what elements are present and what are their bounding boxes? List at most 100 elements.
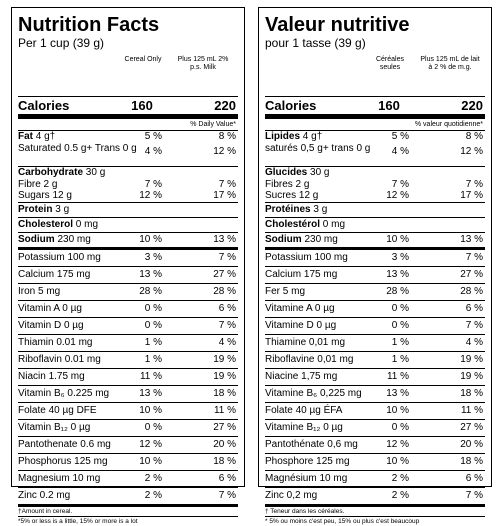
micronutrient-cereal-percent: 0 % [391,320,409,331]
micronutrient-label: Vitamine A 0 µg [265,303,335,314]
micronutrient-row: Magnesium 10 mg 2 % 6 % [18,470,238,487]
footnote-amount: †Amount in cereal. [18,504,238,516]
trans-label: + Trans 0 g [86,143,137,154]
micronutrient-row: Vitamin B₁₂ 0 µg 0 % 27 % [18,419,238,436]
fat-label: Lipides 4 g† [265,131,323,142]
micronutrient-label: Riboflavine 0,01 mg [265,354,354,365]
sugars-cereal-percent: 12 % [386,190,409,201]
nutrition-facts-panel-en: Nutrition Facts Per 1 cup (39 g) Cereal On… [11,7,245,525]
fat-milk-percent: 8 % [218,131,236,142]
micronutrient-milk-percent: 18 % [213,388,236,399]
micronutrient-milk-percent: 7 % [465,490,483,501]
micronutrient-row: Zinc 0,2 mg 2 % 7 % [265,487,485,504]
micronutrient-cereal-percent: 28 % [386,286,409,297]
fat-cereal-percent: 5 % [144,131,162,142]
sodium-milk-percent: 13 % [460,234,483,245]
micronutrient-label: Phosphore 125 mg [265,456,350,467]
micronutrient-milk-percent: 4 % [218,337,236,348]
micronutrient-milk-percent: 7 % [218,320,236,331]
micronutrient-milk-percent: 7 % [465,320,483,331]
fibre-milk-percent: 7 % [218,179,236,190]
micronutrient-cereal-percent: 10 % [386,405,409,416]
saturated-label: saturés 0,5 g [265,143,323,154]
column-header-cereal: Cereal Only [124,56,162,63]
micronutrient-cereal-percent: 10 % [386,456,409,467]
micronutrient-row: Vitamine B₁₂ 0 µg 0 % 27 % [265,419,485,436]
column-header-with-milk: Plus 125 mL de lait à 2 % de m.g. [420,56,480,71]
sodium-row: Sodium 230 mg 10 % 13 % [18,232,238,247]
micronutrient-row: Zinc 0.2 mg 2 % 7 % [18,487,238,504]
fat-row: Lipides 4 g† 5 % 8 % [265,130,485,143]
saturated-cereal-percent: 4 % [144,146,162,157]
micronutrient-label: Thiamin 0.01 mg [18,337,93,348]
micronutrient-label: Zinc 0,2 mg [265,490,318,501]
micronutrient-label: Niacin 1.75 mg [18,371,85,382]
micronutrient-row: Iron 5 mg 28 % 28 % [18,283,238,300]
sugars-label: Sugars 12 g [18,190,72,201]
sugars-label: Sucres 12 g [265,190,319,201]
micronutrient-label: Riboflavin 0.01 mg [18,354,101,365]
micronutrient-cereal-percent: 2 % [144,473,162,484]
micronutrient-milk-percent: 19 % [213,354,236,365]
micronutrient-label: Potassium 100 mg [265,252,348,263]
sodium-cereal-percent: 10 % [139,234,162,245]
protein-row: Protéines 3 g [265,202,485,217]
calories-row: Calories 160 220 [265,97,485,119]
micronutrient-cereal-percent: 0 % [391,422,409,433]
protein-label: Protéines 3 g [265,204,328,215]
micronutrient-label: Folate 40 µg ÉFA [265,405,343,416]
micronutrient-row: Phosphorus 125 mg 10 % 18 % [18,453,238,470]
column-header-with-milk: Plus 125 mL 2% p.s. Milk [177,56,229,71]
sodium-milk-percent: 13 % [213,234,236,245]
micronutrient-milk-percent: 7 % [218,490,236,501]
micronutrient-label: Niacine 1,75 mg [265,371,338,382]
micronutrient-label: Vitamin D 0 µg [18,320,84,331]
micronutrient-cereal-percent: 0 % [391,303,409,314]
sugars-row: Sucres 12 g 12 % 17 % [265,190,485,202]
micronutrient-label: Magnésium 10 mg [265,473,348,484]
micronutrient-label: Vitamine D 0 µg [265,320,337,331]
micronutrient-row: Niacine 1,75 mg 11 % 19 % [265,368,485,385]
protein-row: Protein 3 g [18,202,238,217]
micronutrient-row: Potassium 100 mg 3 % 7 % [18,247,238,266]
cholesterol-label: Cholesterol 0 mg [18,219,99,230]
nutrition-facts-panel-fr: Valeur nutritive pour 1 tasse (39 g) Céréa… [258,7,492,525]
footnote-amount: † Teneur dans les céréales. [265,504,485,516]
micronutrient-label: Vitamine B₁₂ 0 µg [265,422,343,433]
micronutrient-label: Vitamine B₆ 0,225 mg [265,388,362,399]
micronutrient-row: Vitamine A 0 µg 0 % 6 % [265,300,485,317]
micronutrient-label: Phosphorus 125 mg [18,456,108,467]
serving-size: pour 1 tasse (39 g) [265,36,366,50]
micronutrient-cereal-percent: 1 % [391,337,409,348]
micronutrient-cereal-percent: 1 % [144,354,162,365]
saturated-trans-row: saturés 0,5 g+ trans 0 g 4 % 12 % [265,143,485,166]
micronutrient-milk-percent: 18 % [460,388,483,399]
micronutrient-row: Calcium 175 mg 13 % 27 % [265,266,485,283]
sugars-row: Sugars 12 g 12 % 17 % [18,190,238,202]
calories-cereal-value: 160 [378,98,400,113]
micronutrient-milk-percent: 27 % [460,422,483,433]
sodium-cereal-percent: 10 % [386,234,409,245]
micronutrient-milk-percent: 28 % [213,286,236,297]
micronutrient-cereal-percent: 0 % [144,422,162,433]
sodium-row: Sodium 230 mg 10 % 13 % [265,232,485,247]
footnote-daily-value: *5% or less is a little, 15% or more is … [18,516,238,526]
micronutrient-label: Iron 5 mg [18,286,61,297]
fibre-label: Fibre 2 g [18,179,58,190]
micronutrient-cereal-percent: 10 % [139,456,162,467]
calories-label: Calories [265,98,317,113]
panel-title: Nutrition Facts [18,14,160,36]
micronutrient-milk-percent: 27 % [213,422,236,433]
calories-label: Calories [18,98,70,113]
micronutrient-row: Folate 40 µg ÉFA 10 % 11 % [265,402,485,419]
calories-milk-value: 220 [214,98,236,113]
sugars-cereal-percent: 12 % [139,190,162,201]
micronutrient-row: Pantothenate 0.6 mg 12 % 20 % [18,436,238,453]
micronutrient-cereal-percent: 11 % [139,371,162,382]
micronutrient-cereal-percent: 11 % [386,371,409,382]
micronutrient-milk-percent: 20 % [213,439,236,450]
micronutrient-cereal-percent: 13 % [386,269,409,280]
saturated-label: Saturated 0.5 g [18,143,87,154]
carbohydrate-label: Carbohydrate 30 g [18,167,106,178]
micronutrient-row: Magnésium 10 mg 2 % 6 % [265,470,485,487]
